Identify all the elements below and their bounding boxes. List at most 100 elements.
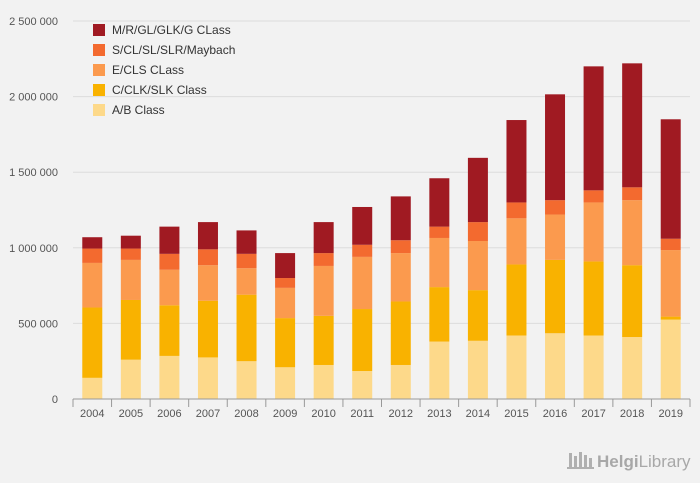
bar-segment[interactable] [622, 337, 643, 399]
bar-segment[interactable] [197, 265, 218, 301]
bar-segment[interactable] [660, 119, 681, 239]
bar-segment[interactable] [622, 200, 643, 266]
bar-segment[interactable] [313, 265, 334, 316]
x-tick-label: 2010 [311, 408, 335, 420]
bar-segment[interactable] [583, 335, 604, 400]
bar-segment[interactable] [622, 265, 643, 338]
bar-segment[interactable] [275, 253, 296, 279]
bar-segment[interactable] [583, 66, 604, 191]
bar-stack-2005 [120, 235, 141, 399]
bar-segment[interactable] [390, 301, 411, 365]
bar-segment[interactable] [159, 269, 180, 306]
bar-segment[interactable] [313, 364, 334, 399]
bar-stack-2006 [159, 226, 180, 399]
legend-item[interactable]: A/B Class [93, 103, 165, 117]
bar-segment[interactable] [583, 261, 604, 336]
bar-segment[interactable] [236, 294, 257, 362]
bar-segment[interactable] [197, 222, 218, 250]
bar-segment[interactable] [429, 178, 450, 227]
bar-segment[interactable] [159, 226, 180, 254]
bar-segment[interactable] [82, 262, 103, 308]
bar-segment[interactable] [506, 335, 527, 400]
bar-segment[interactable] [120, 259, 141, 300]
bar-segment[interactable] [467, 222, 488, 241]
bar-segment[interactable] [197, 249, 218, 266]
bar-segment[interactable] [82, 307, 103, 378]
bar-stack-2015 [506, 120, 527, 400]
bar-segment[interactable] [467, 290, 488, 341]
bar-segment[interactable] [545, 333, 566, 399]
bar-segment[interactable] [120, 248, 141, 260]
x-tick-label: 2013 [427, 408, 451, 420]
bar-segment[interactable] [545, 214, 566, 260]
bar-segment[interactable] [390, 196, 411, 241]
bar-segment[interactable] [390, 240, 411, 254]
bar-stack-2016 [545, 94, 566, 399]
bar-segment[interactable] [352, 309, 373, 372]
bar-stack-2019 [660, 119, 681, 399]
bar-segment[interactable] [429, 237, 450, 288]
bar-segment[interactable] [622, 187, 643, 201]
bar-segment[interactable] [236, 230, 257, 254]
bar-segment[interactable] [352, 244, 373, 257]
bar-segment[interactable] [467, 241, 488, 291]
x-tick-label: 2004 [80, 408, 104, 420]
bar-segment[interactable] [120, 359, 141, 399]
bar-segment[interactable] [159, 355, 180, 399]
bar-segment[interactable] [583, 190, 604, 203]
bar-segment[interactable] [660, 250, 681, 317]
bar-segment[interactable] [467, 340, 488, 399]
bar-segment[interactable] [506, 218, 527, 265]
bar-segment[interactable] [197, 300, 218, 358]
bar-segment[interactable] [352, 371, 373, 399]
legend-item[interactable]: E/CLS CLass [93, 63, 184, 77]
bar-segment[interactable] [236, 268, 257, 295]
legend-swatch [93, 84, 105, 96]
legend-label: M/R/GL/GLK/G CLass [112, 23, 231, 37]
x-tick-label: 2006 [157, 408, 181, 420]
bar-segment[interactable] [159, 253, 180, 270]
bar-segment[interactable] [275, 318, 296, 368]
bar-segment[interactable] [82, 248, 103, 263]
bar-segment[interactable] [313, 315, 334, 365]
bar-segment[interactable] [429, 341, 450, 399]
bar-segment[interactable] [660, 316, 681, 320]
bar-segment[interactable] [660, 238, 681, 251]
bar-segment[interactable] [506, 264, 527, 336]
bar-segment[interactable] [313, 222, 334, 254]
bar-segment[interactable] [120, 299, 141, 360]
bar-segment[interactable] [82, 377, 103, 399]
legend-item[interactable]: S/CL/SL/SLR/Maybach [93, 43, 235, 57]
bar-segment[interactable] [583, 202, 604, 262]
legend-item[interactable]: M/R/GL/GLK/G CLass [93, 23, 231, 37]
y-tick-label: 0 [52, 394, 58, 406]
bar-segment[interactable] [506, 120, 527, 203]
bar-segment[interactable] [159, 305, 180, 356]
bar-segment[interactable] [197, 357, 218, 399]
bar-segment[interactable] [506, 202, 527, 219]
bar-segment[interactable] [82, 237, 103, 249]
legend-swatch [93, 44, 105, 56]
bar-segment[interactable] [236, 253, 257, 269]
legend-item[interactable]: C/CLK/SLK Class [93, 83, 207, 97]
bar-segment[interactable] [313, 253, 334, 266]
bar-segment[interactable] [352, 206, 373, 245]
bar-segment[interactable] [622, 63, 643, 188]
bar-segment[interactable] [660, 319, 681, 399]
bar-segment[interactable] [467, 157, 488, 223]
bar-segment[interactable] [352, 256, 373, 310]
bar-segment[interactable] [429, 226, 450, 238]
bar-segment[interactable] [275, 278, 296, 288]
bar-segment[interactable] [275, 367, 296, 399]
bar-segment[interactable] [545, 94, 566, 201]
bar-segment[interactable] [236, 361, 257, 399]
bar-segment[interactable] [429, 287, 450, 342]
bar-segment[interactable] [545, 200, 566, 215]
bar-segment[interactable] [120, 235, 141, 249]
y-tick-label: 1 000 000 [9, 243, 58, 255]
bar-segment[interactable] [275, 287, 296, 319]
bar-segment[interactable] [390, 364, 411, 399]
bar-segment[interactable] [545, 259, 566, 334]
bar-segment[interactable] [390, 253, 411, 302]
